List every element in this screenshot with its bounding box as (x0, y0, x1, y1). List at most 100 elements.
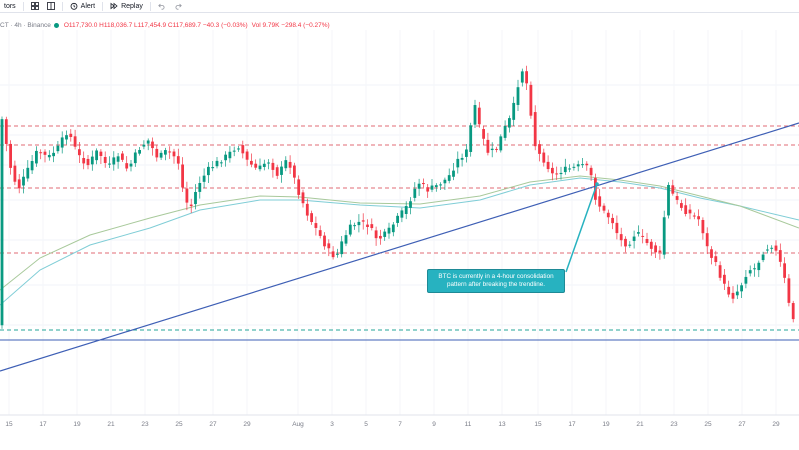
x-axis-tick-label: 19 (602, 421, 610, 428)
candle-body (542, 152, 546, 163)
candle-body (271, 162, 275, 170)
undo-icon (158, 3, 165, 10)
candle-body (443, 179, 447, 184)
candle-body (533, 112, 537, 147)
candle-body (589, 167, 593, 176)
candle-body (258, 165, 262, 170)
candle-body (619, 234, 623, 241)
redo-button[interactable] (170, 0, 186, 12)
candle-body (551, 167, 554, 174)
indicators-label: tors (4, 2, 16, 10)
candle-body (452, 170, 455, 177)
candle-body (215, 160, 219, 167)
candle-body (744, 276, 748, 284)
candle-body (189, 204, 193, 207)
layout-button[interactable] (43, 0, 59, 12)
candle-body (73, 136, 77, 147)
x-axis-tick-label: 3 (330, 421, 334, 428)
candle-body (198, 182, 202, 192)
candle-body (280, 166, 283, 175)
candle-body (95, 150, 98, 161)
candle-body (546, 161, 550, 170)
candle-body (275, 167, 279, 176)
candle-body (108, 163, 111, 165)
candle-body (318, 230, 322, 236)
candle-body (766, 249, 769, 251)
candle-body (658, 250, 662, 253)
x-axis-tick-label: 25 (704, 421, 712, 428)
candle-body (710, 249, 713, 258)
candle-body (391, 224, 395, 233)
candle-body (185, 188, 189, 203)
x-axis-tick-label: 5 (364, 421, 368, 428)
candle-body (310, 213, 313, 223)
candle-body (684, 205, 688, 214)
candle-body (632, 236, 636, 241)
candle-body (142, 144, 146, 147)
candle-body (348, 224, 352, 235)
candle-body (78, 149, 81, 156)
candle-body (538, 144, 541, 154)
candle-body (581, 164, 584, 166)
candle-body (211, 167, 215, 169)
alert-button[interactable]: Alert (66, 0, 99, 12)
candle-body (116, 156, 120, 162)
replay-button[interactable]: Replay (106, 0, 147, 12)
candle-body (357, 221, 361, 226)
candle-body (0, 119, 4, 326)
candle-body (17, 179, 21, 189)
indicators-button[interactable]: tors (0, 0, 20, 12)
candle-body (563, 166, 567, 173)
candle-body (400, 210, 404, 218)
candle-body (624, 238, 627, 247)
candle-body (503, 126, 507, 138)
candle-body (555, 173, 559, 175)
symbol-name[interactable]: CT · 4h · Binance (0, 21, 51, 29)
candle-body (219, 162, 223, 164)
callout-pointer (565, 183, 598, 273)
candle-body (499, 136, 503, 151)
candle-body (680, 203, 683, 208)
candle-body (99, 151, 103, 157)
candle-body (641, 235, 645, 237)
candle-body (155, 148, 159, 158)
candle-body (735, 291, 739, 296)
x-axis-tick-label: 17 (568, 421, 576, 428)
candle-body (194, 191, 197, 205)
candle-body (572, 166, 576, 168)
candle-body (26, 167, 30, 179)
candle-body (30, 161, 34, 171)
candle-body (740, 285, 743, 292)
x-axis-tick-label: 7 (398, 421, 402, 428)
candle-body (224, 154, 227, 161)
candle-body (361, 220, 365, 222)
candle-body (456, 158, 460, 168)
candle-body (465, 149, 468, 157)
candle-body (90, 156, 94, 165)
x-axis-tick-label: 19 (73, 421, 81, 428)
candle-body (327, 243, 331, 249)
candle-body (396, 215, 399, 223)
candle-body (615, 222, 619, 234)
candle-body (181, 164, 184, 188)
candle-body (13, 165, 17, 182)
templates-button[interactable] (27, 0, 43, 12)
annotation-callout[interactable]: BTC is currently in a 4-hour consolidati… (427, 269, 565, 293)
candle-body (366, 224, 369, 227)
candle-body (47, 154, 51, 158)
candle-body (422, 182, 425, 185)
candle-body (770, 247, 774, 249)
undo-button[interactable] (154, 0, 170, 12)
candle-body (723, 274, 726, 284)
candle-body (60, 137, 64, 148)
candle-body (520, 71, 524, 83)
candle-body (447, 175, 451, 181)
candle-body (65, 135, 68, 140)
candle-body (559, 172, 563, 175)
candle-body (783, 263, 786, 278)
candle-body (138, 149, 141, 154)
candle-body (207, 166, 210, 176)
candle-body (202, 175, 206, 182)
top-toolbar: tors Alert Replay (0, 0, 799, 13)
